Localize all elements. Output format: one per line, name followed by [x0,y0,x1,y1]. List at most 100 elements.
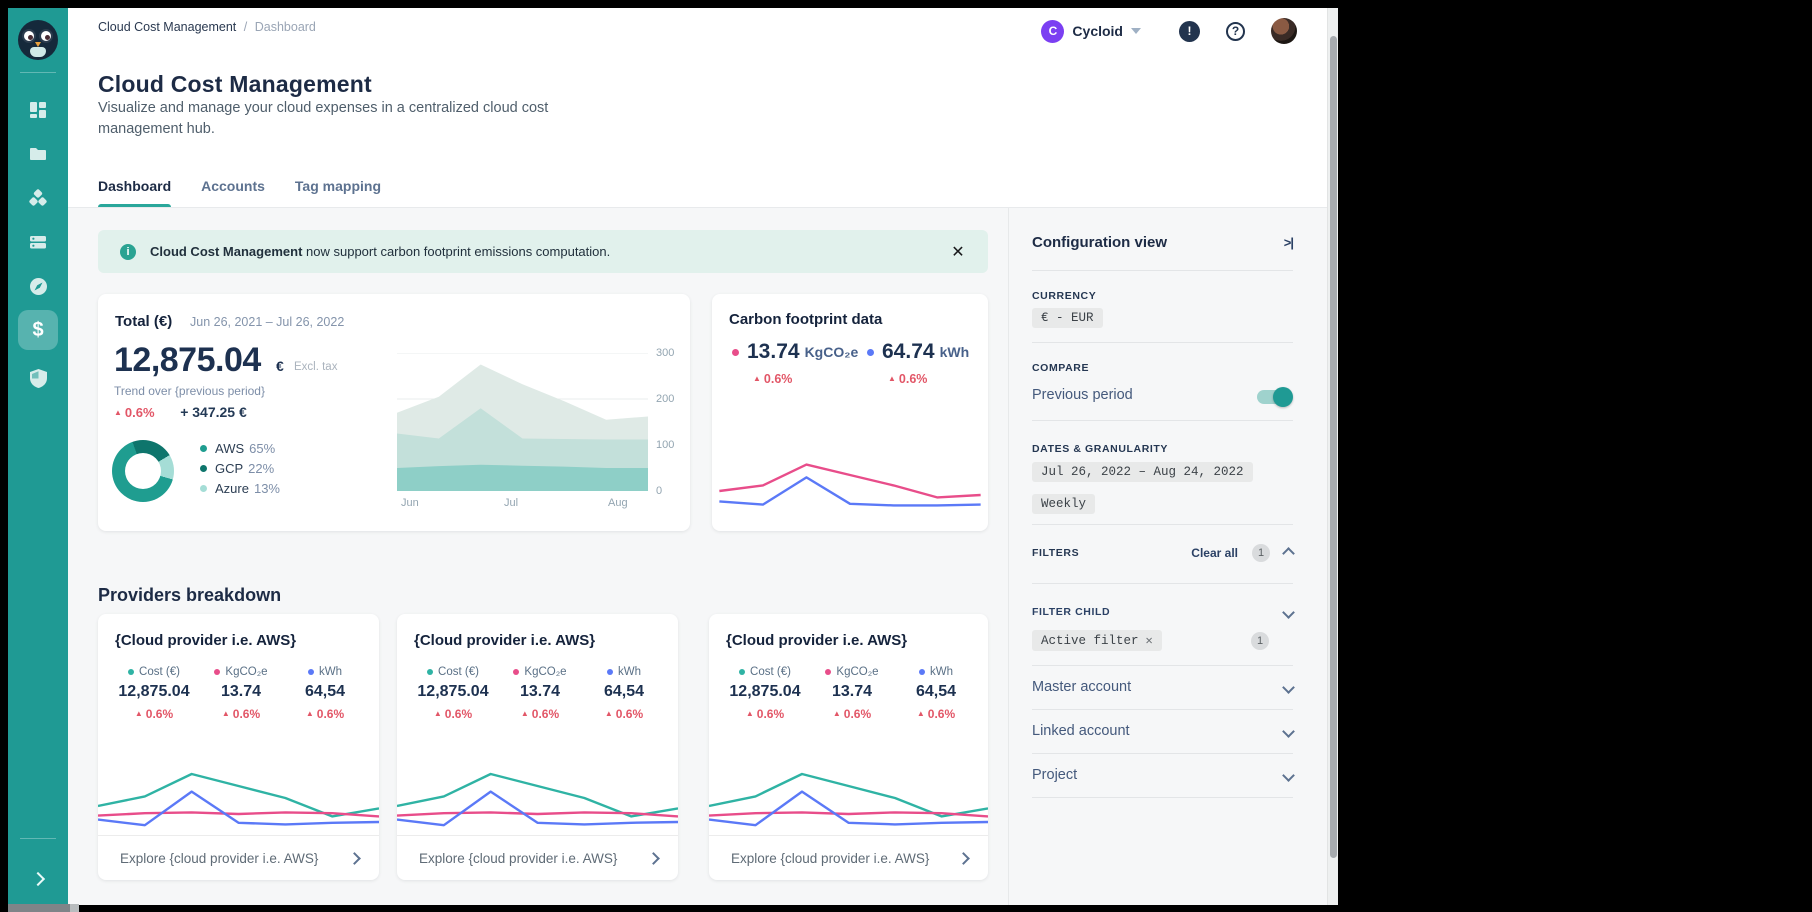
provider-metric-kwh: kWh 64,54 ▲ 0.6% [284,666,366,721]
remove-filter-icon[interactable]: ✕ [1145,634,1153,648]
dates-section-label: DATES & GRANULARITY [1032,443,1169,455]
sidebar-divider [20,838,56,839]
provider-share-donut-chart [112,440,174,502]
explore-label: Explore {cloud provider i.e. AWS} [731,850,930,866]
clear-all-button[interactable]: Clear all [1191,546,1238,560]
provider-card: {Cloud provider i.e. AWS} Cost (€) 12,87… [98,614,379,880]
divider [1032,524,1293,525]
config-panel-title: Configuration view [1032,234,1167,251]
compare-section-label: COMPARE [1032,362,1090,374]
org-name[interactable]: Cycloid [1072,23,1123,39]
filter-row-project[interactable]: Project [1032,753,1295,798]
trend-percent: ▲ 0.6% [114,405,155,420]
tab-dashboard[interactable]: Dashboard [98,178,172,207]
banner-close-button[interactable]: ✕ [951,243,965,261]
kgco2e-trend: ▲ 0.6% [221,707,261,721]
user-avatar[interactable] [1271,18,1297,44]
filters-count-badge: 1 [1252,544,1270,562]
sidebar-item-projects[interactable] [18,134,58,174]
x-axis-tick: Jun [401,497,419,509]
cubes-icon [29,189,47,207]
filter-child-row[interactable]: FILTER CHILD [1032,605,1295,619]
org-avatar[interactable]: C [1041,19,1065,43]
legend-item: Azure 13% [200,478,280,498]
tab-tag-mapping[interactable]: Tag mapping [294,178,381,194]
date-range-chip[interactable]: Jul 26, 2022 – Aug 24, 2022 [1032,462,1253,482]
active-filter-chip[interactable]: Active filter ✕ [1032,630,1162,651]
announcements-icon[interactable]: ! [1179,20,1200,42]
kgco2e-trend: ▲ 0.6% [753,372,793,386]
app-window: $ Cloud Cost Management / Dashboard C Cy… [8,8,1338,905]
provider-metric-cost: Cost (€) 12,875.04 ▲ 0.6% [405,666,501,721]
collapse-panel-icon[interactable]: >| [1283,235,1294,250]
cost-value: 12,875.04 [729,683,801,700]
sidebar-expand-button[interactable] [18,864,58,894]
chevron-down-icon [1282,768,1295,782]
kwh-value: 64,54 [915,683,957,700]
provider-card-slot: {Cloud provider i.e. AWS} Cost (€) 12,87… [98,614,379,880]
content-area: i Cloud Cost Management now support carb… [68,208,1327,905]
sidebar-item-security[interactable] [18,358,58,398]
carbon-footprint-card: Carbon footprint data 13.74 KgCO₂e ▲ 0.6%… [712,294,988,531]
chevron-down-icon[interactable] [1131,28,1141,34]
kgco2e-value: 13.74 [747,340,800,363]
tab-accounts[interactable]: Accounts [201,178,265,194]
provider-card-slot: {Cloud provider i.e. AWS} Cost (€) 12,87… [709,614,988,880]
explore-provider-button[interactable]: Explore {cloud provider i.e. AWS} [397,835,678,880]
total-area-chart [397,353,648,491]
legend-dot-icon [200,484,207,492]
kwh-unit: kWh [939,344,970,360]
cycloid-owl-logo[interactable] [18,20,58,60]
cost-label: Cost (€) [438,666,479,678]
explore-label: Explore {cloud provider i.e. AWS} [419,850,618,866]
currency-chip[interactable]: € - EUR [1032,308,1103,328]
filter-child-count-badge: 1 [1251,632,1269,650]
filter-row-linked-account[interactable]: Linked account [1032,709,1295,754]
divider [1032,342,1293,343]
previous-period-toggle[interactable] [1257,387,1293,407]
sidebar-item-cost-management[interactable]: $ [18,310,58,350]
sidebar-item-stacks[interactable] [18,178,58,218]
info-banner: i Cloud Cost Management now support carb… [98,230,988,273]
sidebar-item-environments[interactable] [18,222,58,262]
kwh-value: 64.74 [882,340,935,363]
filters-header-row: FILTERS Clear all 1 [1032,544,1295,562]
kwh-dot-icon [867,348,874,356]
scrollbar-thumb[interactable] [1330,36,1337,858]
trend-row: ▲ 0.6% + 347.25 € [114,404,247,420]
kgco2e-dot-icon [825,669,832,675]
chevron-right-icon [30,871,46,887]
owl-eye [39,29,53,43]
cost-dot-icon [427,669,434,675]
x-axis-tick: Jul [504,497,519,509]
donut-legend: AWS 65% GCP 22% Azure 13% [200,438,280,498]
y-axis-tick: 300 [656,347,675,359]
granularity-chip[interactable]: Weekly [1032,494,1096,514]
y-axis-tick: 0 [656,485,663,497]
sidebar-item-explore[interactable] [18,266,58,306]
currency-section-label: CURRENCY [1032,290,1097,302]
provider-card: {Cloud provider i.e. AWS} Cost (€) 12,87… [397,614,678,880]
legend-dot-icon [200,464,207,472]
kwh-dot-icon [607,669,613,675]
explore-provider-button[interactable]: Explore {cloud provider i.e. AWS} [98,835,379,880]
horizontal-scrollbar-thumb[interactable] [8,904,79,912]
sidebar-item-dashboard[interactable] [18,90,58,130]
total-amount: 12,875.04 [114,341,261,379]
sidebar-divider [20,72,56,73]
explore-provider-button[interactable]: Explore {cloud provider i.e. AWS} [709,835,988,880]
chevron-down-icon [1282,724,1295,738]
total-currency: € [276,358,284,374]
divider [1032,420,1293,421]
provider-line-chart [709,754,988,834]
total-cost-card: Total (€) Jun 26, 2021 – Jul 26, 2022 12… [98,294,690,531]
provider-card-title: {Cloud provider i.e. AWS} [115,632,297,649]
chevron-down-icon[interactable] [1282,605,1295,619]
filter-row-master-account[interactable]: Master account [1032,665,1295,710]
cost-trend: ▲ 0.6% [745,707,785,721]
help-icon[interactable]: ? [1226,21,1245,41]
vertical-scrollbar[interactable] [1327,8,1338,905]
breadcrumb-root[interactable]: Cloud Cost Management [98,20,237,34]
chevron-up-icon[interactable] [1282,546,1295,560]
cost-label: Cost (€) [750,666,791,678]
